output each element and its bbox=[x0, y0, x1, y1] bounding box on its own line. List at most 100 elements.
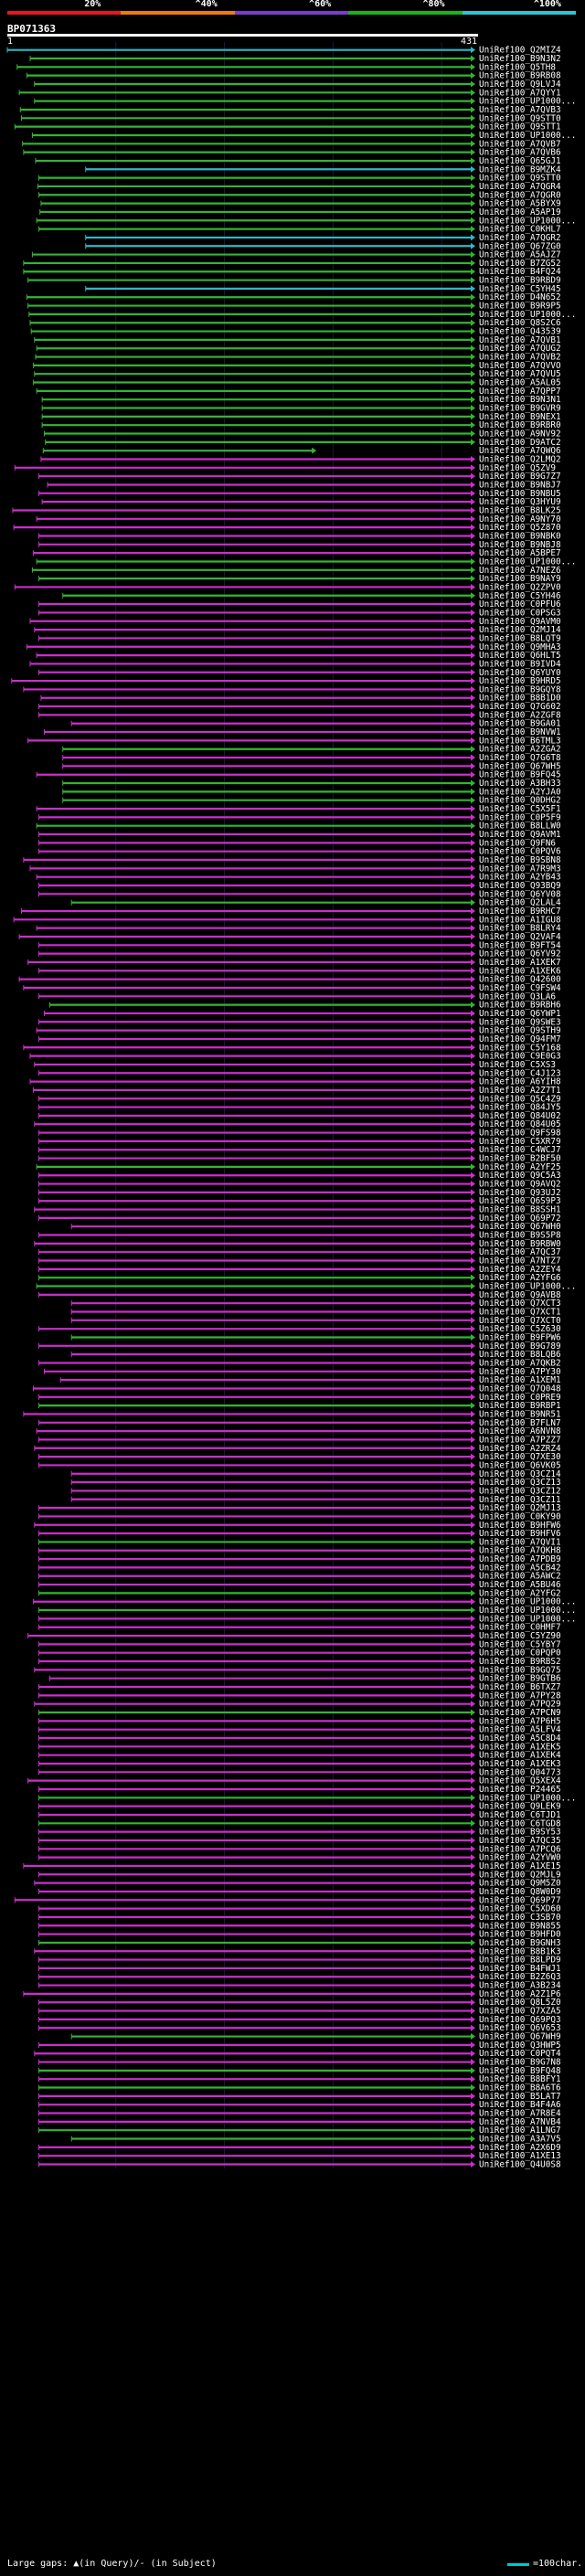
hit-row[interactable]: UniRef100_A7QVU5 bbox=[34, 369, 561, 379]
hit-label[interactable]: UniRef100_A2YF25 bbox=[479, 1162, 561, 1172]
hit-label[interactable]: UniRef100_B9N3N2 bbox=[479, 54, 561, 64]
hit-label[interactable]: UniRef100_Q3CZ12 bbox=[479, 1486, 561, 1496]
hit-row[interactable]: UniRef100_B9G7N8 bbox=[38, 2058, 561, 2068]
hit-row[interactable]: UniRef100_Q9STT0 bbox=[38, 174, 561, 184]
hit-row[interactable]: UniRef100_A5BU46 bbox=[38, 1580, 561, 1590]
hit-label[interactable]: UniRef100_A1LNG7 bbox=[479, 2125, 561, 2136]
hit-label[interactable]: UniRef100_B9NAY9 bbox=[479, 574, 561, 584]
hit-row[interactable]: UniRef100_A7QKH8 bbox=[38, 1546, 561, 1556]
hit-row[interactable]: UniRef100_A7R8E4 bbox=[38, 2109, 561, 2119]
hit-label[interactable]: UniRef100_C5XR79 bbox=[479, 1137, 561, 1147]
hit-row[interactable]: UniRef100_B6TML3 bbox=[27, 736, 561, 746]
hit-row[interactable]: UniRef100_Q43539 bbox=[30, 327, 561, 337]
hit-label[interactable]: UniRef100_C5X5F1 bbox=[479, 804, 561, 814]
hit-label[interactable]: UniRef100_Q9LEK9 bbox=[479, 1802, 561, 1812]
hit-label[interactable]: UniRef100_A1XEK5 bbox=[479, 1742, 561, 1752]
hit-row[interactable]: UniRef100_Q94FM7 bbox=[38, 1034, 561, 1044]
hit-row[interactable]: UniRef100_Q84JY5 bbox=[38, 1103, 561, 1113]
hit-row[interactable]: UniRef100_B9HRD5 bbox=[11, 676, 561, 686]
hit-label[interactable]: UniRef100_B9MZK4 bbox=[479, 164, 561, 175]
hit-row[interactable]: UniRef100_B9FQ48 bbox=[38, 2066, 561, 2076]
hit-label[interactable]: UniRef100_B6TXZ7 bbox=[479, 1682, 561, 1692]
hit-row[interactable]: UniRef100_Q67ZG0 bbox=[85, 241, 561, 251]
hit-row[interactable]: UniRef100_B9S5P8 bbox=[38, 1231, 561, 1241]
hit-label[interactable]: UniRef100_Q3HYU9 bbox=[479, 497, 561, 507]
hit-label[interactable]: UniRef100_Q9LVJ4 bbox=[479, 80, 561, 90]
hit-label[interactable]: UniRef100_B5LAT7 bbox=[479, 2092, 561, 2102]
hit-row[interactable]: UniRef100_D4N652 bbox=[26, 292, 561, 302]
hit-row[interactable]: UniRef100_A2YVW0 bbox=[38, 1853, 561, 1863]
hit-label[interactable]: UniRef100_Q8L5Z0 bbox=[479, 1998, 561, 2008]
hit-row[interactable]: UniRef100_Q7XCT1 bbox=[70, 1308, 561, 1318]
hit-label[interactable]: UniRef100_B8A6T6 bbox=[479, 2083, 561, 2094]
hit-row[interactable]: UniRef100_Q9MHA3 bbox=[26, 642, 561, 652]
hit-label[interactable]: UniRef100_Q2LMQ2 bbox=[479, 455, 561, 465]
hit-label[interactable]: UniRef100_B9GA01 bbox=[479, 719, 561, 729]
hit-row[interactable]: UniRef100_Q7G602 bbox=[38, 702, 561, 712]
hit-label[interactable]: UniRef100_Q65GJ1 bbox=[479, 156, 561, 166]
hit-label[interactable]: UniRef100_A1XEK4 bbox=[479, 1751, 561, 1761]
hit-label[interactable]: UniRef100_B9RBS2 bbox=[479, 1657, 561, 1667]
hit-row[interactable]: UniRef100_A1XEM1 bbox=[59, 1375, 561, 1385]
hit-row[interactable]: UniRef100_A2ZEY4 bbox=[38, 1265, 561, 1275]
hit-label[interactable]: UniRef100_UP1000... bbox=[479, 1606, 576, 1616]
hit-row[interactable]: UniRef100_B9GVR9 bbox=[41, 404, 561, 414]
hit-row[interactable]: UniRef100_A5CB42 bbox=[38, 1563, 561, 1573]
hit-row[interactable]: UniRef100_Q67WH9 bbox=[70, 2032, 561, 2042]
hit-row[interactable]: UniRef100_Q2LAL4 bbox=[70, 898, 561, 908]
hit-row[interactable]: UniRef100_A7NTZ7 bbox=[38, 1256, 561, 1267]
hit-label[interactable]: UniRef100_B8LPD9 bbox=[479, 1956, 561, 1966]
hit-label[interactable]: UniRef100_Q7G6T8 bbox=[479, 753, 561, 763]
hit-row[interactable]: UniRef100_A2Z7T1 bbox=[33, 1086, 561, 1096]
hit-label[interactable]: UniRef100_Q69PQ3 bbox=[479, 2015, 561, 2025]
hit-label[interactable]: UniRef100_C5XD60 bbox=[479, 1904, 561, 1914]
hit-label[interactable]: UniRef100_C0PQT4 bbox=[479, 2049, 561, 2059]
hit-label[interactable]: UniRef100_B9NBJ8 bbox=[479, 540, 561, 550]
hit-row[interactable]: UniRef100_Q9AVM0 bbox=[29, 617, 561, 627]
hit-row[interactable]: UniRef100_A7QC35 bbox=[38, 1836, 561, 1846]
hit-row[interactable]: UniRef100_Q6YV08 bbox=[38, 889, 561, 899]
hit-row[interactable]: UniRef100_A7PY28 bbox=[38, 1691, 561, 1701]
hit-label[interactable]: UniRef100_Q5Z870 bbox=[479, 523, 561, 533]
hit-row[interactable]: UniRef100_Q2VAF4 bbox=[18, 932, 561, 942]
hit-row[interactable]: UniRef100_A7QVB2 bbox=[35, 353, 561, 363]
hit-row[interactable]: UniRef100_A6NVN8 bbox=[36, 1426, 561, 1436]
hit-label[interactable]: UniRef100_B9NVW1 bbox=[479, 727, 561, 737]
hit-row[interactable]: UniRef100_A7QVVO bbox=[33, 361, 561, 371]
hit-row[interactable]: UniRef100_B6TXZ7 bbox=[38, 1682, 561, 1692]
hit-row[interactable]: UniRef100_A7PQ29 bbox=[34, 1700, 561, 1710]
hit-label[interactable]: UniRef100_C5Z630 bbox=[479, 1324, 561, 1334]
hit-row[interactable]: UniRef100_Q6YUY0 bbox=[38, 668, 561, 678]
hit-row[interactable]: UniRef100_Q9LVJ4 bbox=[34, 80, 561, 90]
hit-label[interactable]: UniRef100_Q9FS98 bbox=[479, 1129, 561, 1139]
hit-row[interactable]: UniRef100_C5XR79 bbox=[38, 1137, 561, 1147]
hit-row[interactable]: UniRef100_B9GQY8 bbox=[23, 684, 561, 694]
hit-label[interactable]: UniRef100_A1XEK7 bbox=[479, 958, 561, 968]
hit-label[interactable]: UniRef100_Q84U02 bbox=[479, 1111, 561, 1121]
hit-label[interactable]: UniRef100_A6NVN8 bbox=[479, 1426, 561, 1436]
hit-label[interactable]: UniRef100_B7ZG52 bbox=[479, 259, 561, 269]
hit-label[interactable]: UniRef100_A7QVB3 bbox=[479, 105, 561, 115]
hit-row[interactable]: UniRef100_B9N3N2 bbox=[29, 54, 561, 64]
hit-row[interactable]: UniRef100_Q9SWE3 bbox=[38, 1017, 561, 1027]
hit-label[interactable]: UniRef100_A7QWQ6 bbox=[479, 446, 561, 456]
hit-row[interactable]: UniRef100_C9E0G3 bbox=[29, 1052, 561, 1062]
hit-label[interactable]: UniRef100_B9FQ45 bbox=[479, 770, 561, 780]
hit-label[interactable]: UniRef100_A1XEK6 bbox=[479, 966, 561, 976]
hit-row[interactable]: UniRef100_C5X5F1 bbox=[36, 804, 561, 814]
hit-row[interactable]: UniRef100_Q7Q048 bbox=[33, 1383, 561, 1394]
hit-label[interactable]: UniRef100_A7QPP7 bbox=[479, 387, 561, 397]
hit-row[interactable]: UniRef100_B7ZG52 bbox=[23, 259, 561, 269]
hit-label[interactable]: UniRef100_Q9FN6 bbox=[479, 838, 556, 848]
hit-row[interactable]: UniRef100_B4FQ24 bbox=[23, 267, 561, 277]
hit-label[interactable]: UniRef100_B9SBN8 bbox=[479, 855, 561, 865]
hit-label[interactable]: UniRef100_Q8W0D9 bbox=[479, 1887, 561, 1897]
hit-label[interactable]: UniRef100_Q69P77 bbox=[479, 1895, 561, 1905]
hit-label[interactable]: UniRef100_C0HMF7 bbox=[479, 1623, 561, 1633]
hit-row[interactable]: UniRef100_B9N3N1 bbox=[41, 395, 561, 405]
hit-row[interactable]: UniRef100_C0KHL7 bbox=[38, 225, 561, 235]
hit-label[interactable]: UniRef100_UP1000... bbox=[479, 1282, 576, 1292]
hit-row[interactable]: UniRef100_Q9LEK9 bbox=[38, 1802, 561, 1812]
hit-label[interactable]: UniRef100_A7QUG2 bbox=[479, 344, 561, 354]
hit-label[interactable]: UniRef100_A2YFG6 bbox=[479, 1273, 561, 1283]
